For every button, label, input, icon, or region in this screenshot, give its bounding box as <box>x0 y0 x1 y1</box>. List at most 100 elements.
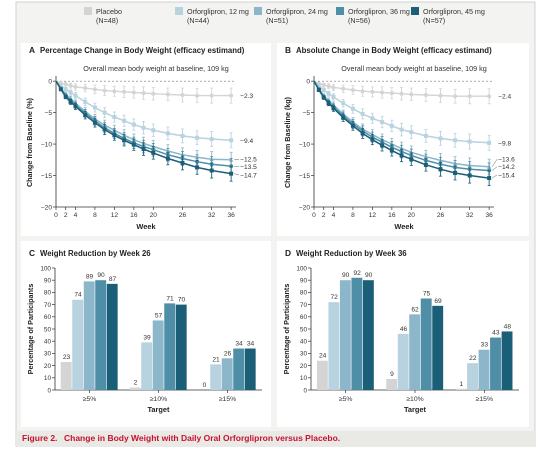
data-point <box>316 87 321 92</box>
data-point <box>131 122 136 127</box>
y-tick-label: 50 <box>44 326 52 333</box>
data-point <box>112 133 117 138</box>
data-point <box>102 88 107 93</box>
data-point <box>102 127 107 132</box>
category-label: ≥10% <box>150 396 167 403</box>
data-point <box>63 87 68 92</box>
data-point <box>131 90 136 95</box>
data-point <box>321 87 326 92</box>
data-point <box>180 160 185 165</box>
legend-count: (N=57) <box>423 16 445 25</box>
bar-value-label: 2 <box>134 380 138 387</box>
end-label: −13.6 <box>498 157 515 164</box>
data-point <box>165 156 170 161</box>
bar <box>152 320 164 390</box>
x-tick-label: 20 <box>150 212 158 219</box>
bar-value-label: 69 <box>434 298 442 305</box>
data-point <box>68 83 73 88</box>
bar-value-label: 92 <box>353 270 361 277</box>
data-point <box>209 93 214 98</box>
panel-letter: C <box>29 248 35 258</box>
end-label-leader <box>492 174 498 179</box>
bar-value-label: 87 <box>109 276 117 283</box>
data-point <box>467 94 472 99</box>
data-point <box>350 123 355 128</box>
category-label: ≥5% <box>83 396 97 403</box>
y-tick-label: 10 <box>44 375 52 382</box>
x-tick-label: 32 <box>466 212 474 219</box>
y-tick-label: −20 <box>41 205 53 212</box>
data-point <box>341 115 346 120</box>
bar-value-label: 21 <box>212 356 220 363</box>
category-label: ≥5% <box>339 396 353 403</box>
data-point <box>321 95 326 100</box>
legend-count: (N=51) <box>266 16 288 25</box>
x-tick-label: 36 <box>485 212 493 219</box>
data-point <box>380 90 385 95</box>
data-point <box>423 162 428 167</box>
bar-value-label: 24 <box>319 353 327 360</box>
legend-count: (N=48) <box>96 16 118 25</box>
data-point <box>350 106 355 111</box>
bar <box>455 388 467 390</box>
bar-value-label: 23 <box>63 354 71 361</box>
y-tick-label: 50 <box>300 326 308 333</box>
data-point <box>92 105 97 110</box>
panel-letter: D <box>285 248 291 258</box>
x-axis-label: Week <box>394 222 414 231</box>
data-point <box>68 90 73 95</box>
data-point <box>467 139 472 144</box>
bar <box>221 358 233 390</box>
panel-title: Percentage Change in Body Weight (effica… <box>40 46 245 55</box>
data-point <box>122 89 127 94</box>
x-tick-label: 36 <box>227 212 235 219</box>
panel-subtitle: Overall mean body weight at baseline, 10… <box>83 64 228 73</box>
x-tick-label: 12 <box>369 212 377 219</box>
data-point <box>92 87 97 92</box>
bar <box>467 363 478 390</box>
x-tick-label: 4 <box>74 212 78 219</box>
y-axis-label: Percentage of Participants <box>282 284 291 375</box>
panel-subtitle: Overall mean body weight at baseline, 10… <box>341 64 486 73</box>
bar <box>95 280 107 390</box>
bar <box>432 305 444 390</box>
panel-d: D Weight Reduction by Week 36 0 10 20 30 40 50 6… <box>282 248 519 414</box>
y-tick-label: −5 <box>44 110 52 117</box>
data-point <box>438 167 443 172</box>
bar <box>210 364 222 390</box>
data-point <box>360 89 365 94</box>
y-tick-label: 30 <box>300 351 308 358</box>
bar-value-label: 34 <box>235 341 243 348</box>
data-point <box>195 93 200 98</box>
y-tick-label: 90 <box>44 278 52 285</box>
data-point <box>341 86 346 91</box>
y-tick-label: 0 <box>303 387 307 394</box>
bar-value-label: 89 <box>86 273 94 280</box>
data-point <box>180 133 185 138</box>
y-tick-label: −10 <box>299 142 311 149</box>
data-point <box>229 171 234 176</box>
data-point <box>73 84 78 89</box>
legend-label: Orforglipron, 45 mg <box>423 7 485 16</box>
data-point <box>467 173 472 178</box>
end-label: −9.8 <box>498 140 511 147</box>
data-point <box>380 120 385 125</box>
bar-value-label: 22 <box>469 355 477 362</box>
data-point <box>122 138 127 143</box>
panel-c: C Weight Reduction by Week 26010203040506… <box>26 248 262 414</box>
data-point <box>68 99 73 104</box>
data-point <box>487 94 492 99</box>
x-tick-label: 2 <box>322 212 326 219</box>
category-label: ≥15% <box>219 396 236 403</box>
data-point <box>370 137 375 142</box>
data-point <box>209 168 214 173</box>
data-point <box>102 110 107 115</box>
bar-value-label: 71 <box>166 295 174 302</box>
data-point <box>453 138 458 143</box>
data-point <box>453 171 458 176</box>
data-point <box>141 147 146 152</box>
bar <box>362 280 374 390</box>
panel-title: Absolute Change in Body Weight (efficacy… <box>296 46 492 55</box>
end-label-leader <box>234 158 240 161</box>
